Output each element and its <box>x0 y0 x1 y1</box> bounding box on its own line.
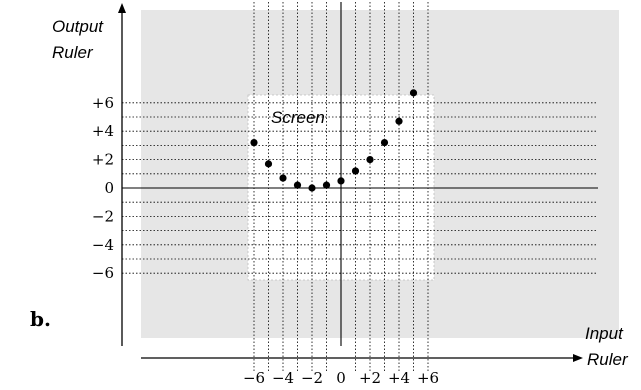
input-ruler-tick-label: 0 <box>336 369 346 387</box>
data-point <box>337 177 345 185</box>
output-ruler-tick-label: +2 <box>92 151 114 169</box>
screen-label: Screen <box>271 108 325 127</box>
input-ruler-tick-label: −6 <box>243 369 265 387</box>
input-ruler-label-line1: Input <box>585 324 624 343</box>
data-point <box>279 174 287 182</box>
input-ruler-tick-label: +6 <box>417 369 439 387</box>
figure-label: b. <box>30 307 51 331</box>
input-ruler-tick-label: −4 <box>272 369 294 387</box>
data-point <box>322 181 331 189</box>
output-ruler-label-line1: Output <box>52 17 104 36</box>
data-point <box>366 156 374 164</box>
horizontal-grid-lines <box>122 102 598 274</box>
data-point <box>380 138 389 147</box>
output-ruler-ticks: +6 +4 +2 0 −2 −4 −6 <box>92 94 114 282</box>
vertical-grid-lines <box>253 2 429 372</box>
output-ruler-tick-label: 0 <box>104 179 114 197</box>
input-ruler-tick-label: +4 <box>388 369 410 387</box>
output-ruler-tick-label: −4 <box>92 236 114 254</box>
data-point <box>293 181 302 189</box>
output-ruler-label-line2: Ruler <box>52 43 94 62</box>
input-ruler-tick-label: +2 <box>359 369 381 387</box>
data-point <box>308 184 316 192</box>
output-ruler-tick-label: −6 <box>92 264 114 282</box>
output-ruler-tick-label: +4 <box>92 122 114 140</box>
output-ruler-tick-label: −2 <box>92 207 114 225</box>
data-point <box>351 167 360 175</box>
output-ruler-tick-label: +6 <box>92 94 114 112</box>
input-axis-arrowhead <box>573 354 583 362</box>
output-axis-arrowhead <box>118 3 126 13</box>
data-point <box>395 117 403 125</box>
data-point <box>250 138 258 147</box>
data-point <box>409 89 418 97</box>
data-point <box>264 160 273 168</box>
data-points <box>250 89 418 192</box>
input-ruler-tick-label: −2 <box>301 369 323 387</box>
input-ruler-label-line2: Ruler <box>587 350 629 369</box>
input-ruler-ticks: −6 −4 −2 0 +2 +4 +6 <box>243 369 439 387</box>
